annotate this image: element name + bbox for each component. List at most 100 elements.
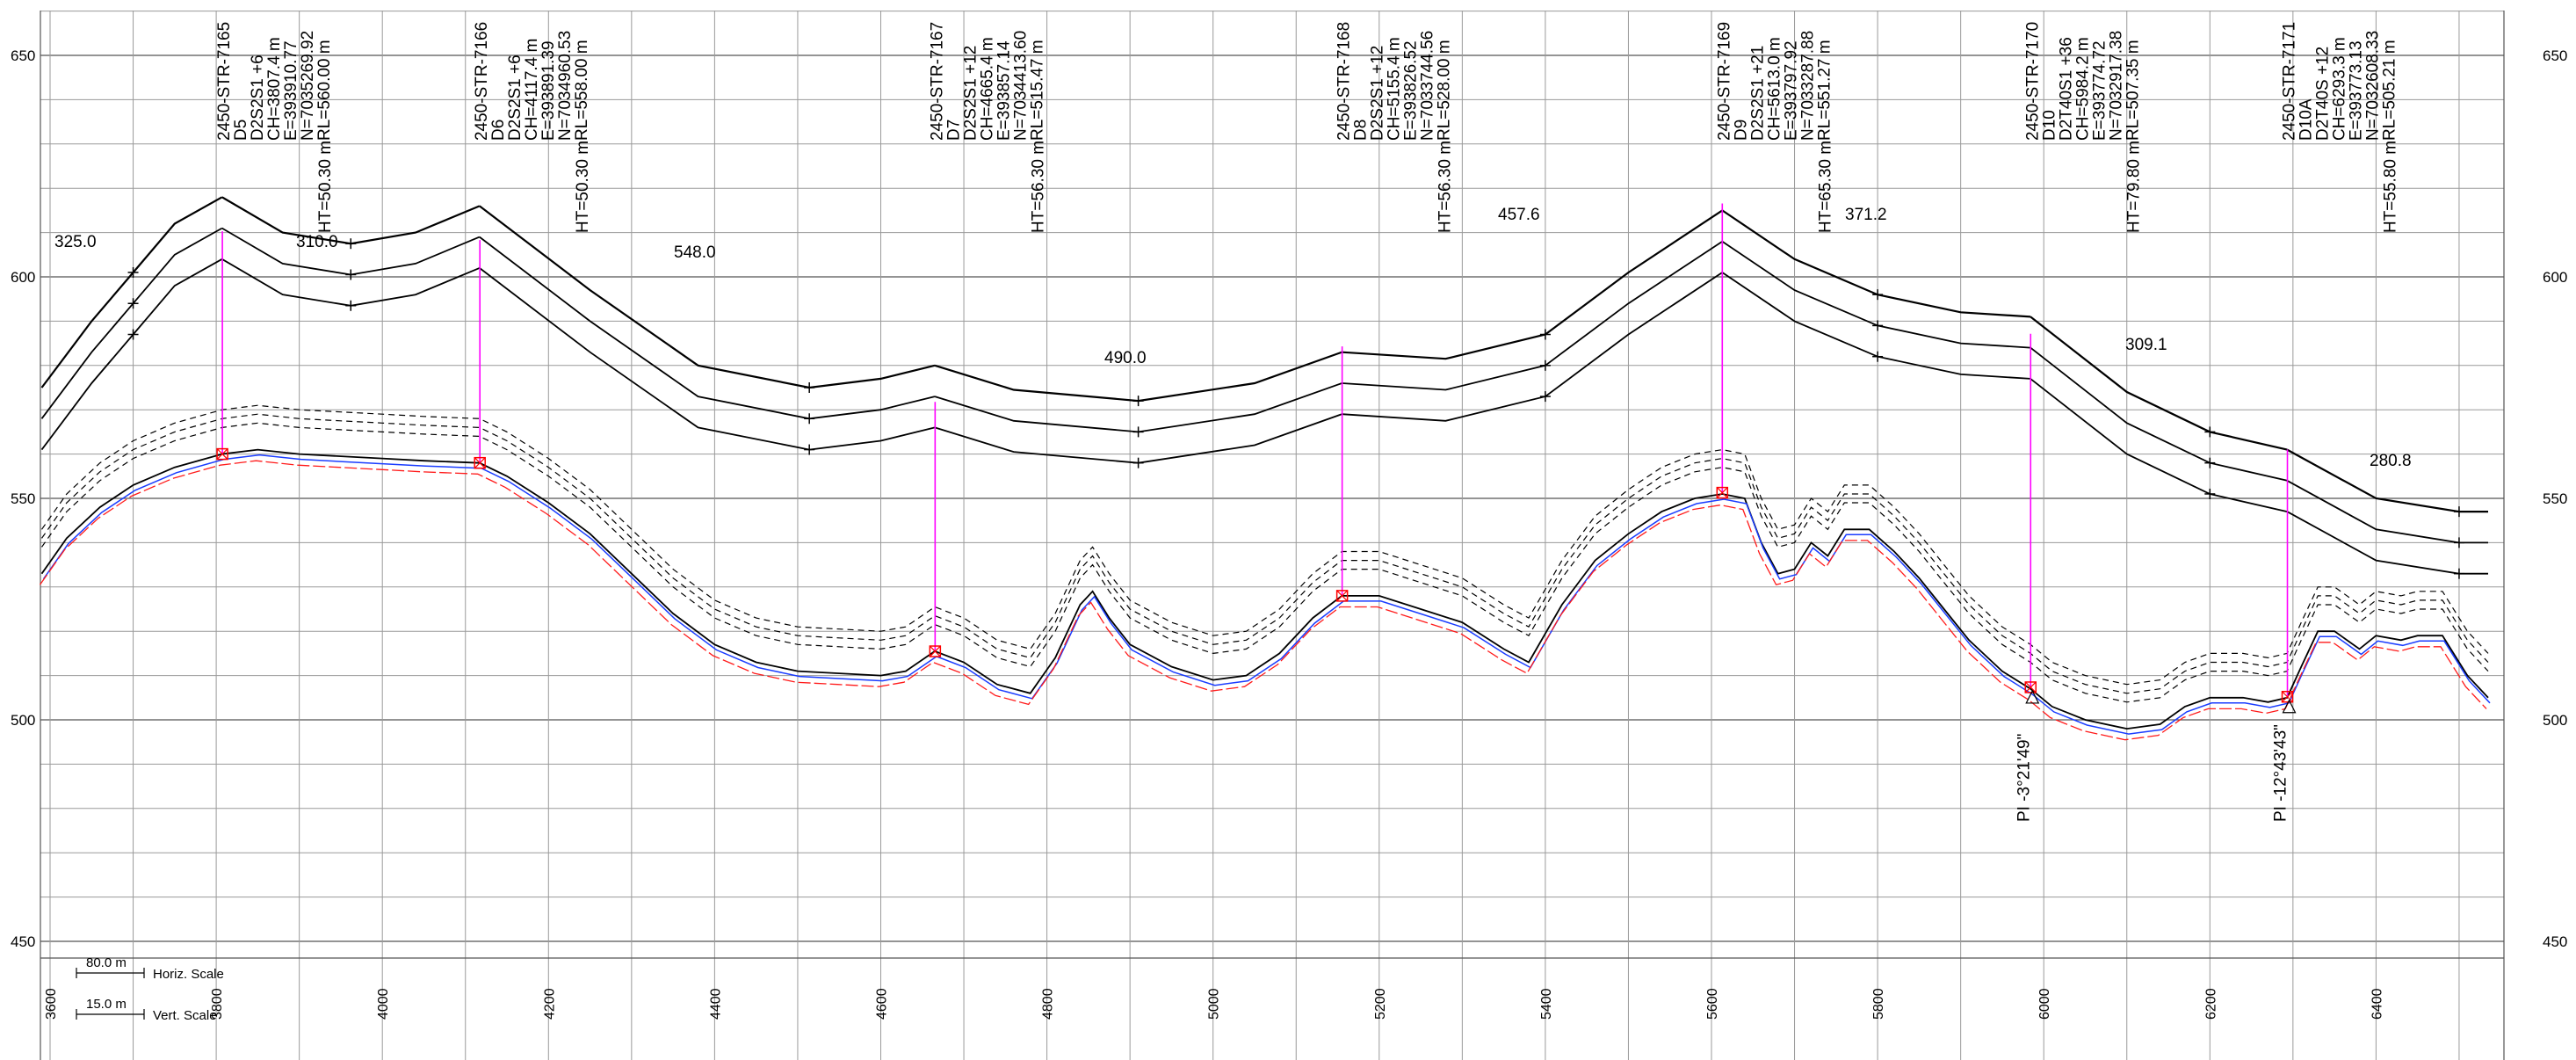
structure-annotation-line: D2S2S1 +21 xyxy=(1748,46,1767,141)
structure-base-marker xyxy=(1335,590,1349,602)
ground-right-offset-line xyxy=(39,460,2487,741)
chainage-label: 3600 xyxy=(44,988,59,1020)
structure-base-marker xyxy=(1716,486,1729,499)
chainage-label: 3800 xyxy=(210,988,225,1020)
elevation-label-left: 450 xyxy=(11,933,35,950)
conductor-wire xyxy=(2286,511,2488,575)
structure-annotation-line: N=7032608.33 xyxy=(2364,31,2383,141)
pi-triangle-marker xyxy=(2282,699,2297,714)
structure-height-label: HT=56.30 m xyxy=(1436,141,1455,233)
span-length-label: 309.1 xyxy=(2125,336,2167,354)
structure-annotation-line: N=7033744.56 xyxy=(1419,31,1437,141)
structure-annotation-line: E=393773.13 xyxy=(2348,40,2366,141)
structure-base-marker xyxy=(2024,681,2037,693)
structure-annotation-line: RL=505.21 m xyxy=(2381,40,2399,141)
conductor-wire xyxy=(2286,480,2488,544)
structure-annotation-line: CH=4117.4 m xyxy=(523,39,541,141)
conductor-wire xyxy=(2286,448,2488,513)
structure-base-marker xyxy=(216,447,228,461)
chainage-label: 5200 xyxy=(1373,988,1388,1020)
elevation-label-right: 500 xyxy=(2543,712,2567,729)
pi-triangle-marker xyxy=(2025,689,2040,704)
chainage-label: 6200 xyxy=(2203,988,2218,1020)
structure-annotation-line: CH=4665.4 m xyxy=(978,37,996,141)
conductor-wire xyxy=(2030,378,2288,512)
structure-annotation-line: D2S2S1 +6 xyxy=(249,54,267,141)
chainage-label: 5600 xyxy=(1705,988,1720,1020)
elevation-label-right: 650 xyxy=(2543,47,2567,64)
structure-annotation-line: 2450-STR-7166 xyxy=(473,22,491,141)
span-length-label: 310.0 xyxy=(296,233,338,251)
structure-annotation-line: E=393797.92 xyxy=(1782,40,1800,141)
structure-annotation-line: D2T40S +12 xyxy=(2314,47,2333,141)
conductor-wire xyxy=(479,267,936,451)
chainage-label: 4400 xyxy=(708,988,723,1020)
structure-annotation-line: CH=5984.2 m xyxy=(2073,37,2092,141)
structure-annotation-line: CH=6293.3 m xyxy=(2331,37,2349,141)
structure-annotation-line: CH=5613.0 m xyxy=(1765,37,1784,141)
structure-base-marker xyxy=(2281,690,2294,703)
structure-annotation-line: CH=3807.4 m xyxy=(265,37,284,141)
structure-height-label: HT=50.30 m xyxy=(316,141,335,233)
conductor-wire xyxy=(479,236,936,420)
structure-annotation-line: D2T40S1 +36 xyxy=(2057,37,2075,141)
ground-left-offset-line xyxy=(42,454,2491,735)
clearance-line xyxy=(41,404,2489,686)
chainage-label: 4000 xyxy=(376,988,391,1020)
structure-height-label: HT=56.30 m xyxy=(1029,141,1047,233)
pi-angle-label: PI -12°43'43" xyxy=(2272,724,2290,822)
horiz-scale-label: Horiz. Scale xyxy=(153,967,224,982)
chainage-label: 5000 xyxy=(1207,988,1222,1020)
structure-annotation-line: E=393826.52 xyxy=(1402,40,1421,141)
span-length-label: 280.8 xyxy=(2370,452,2412,470)
span-length-label: 371.2 xyxy=(1845,206,1887,224)
structure-annotation-line: D9 xyxy=(1732,120,1750,141)
structure-annotation-line: E=393910.77 xyxy=(282,40,300,141)
conductor-catenaries xyxy=(40,196,2488,579)
pi-angle-labels: PI -3°21'49" PI -12°43'43" xyxy=(2015,689,2297,822)
vert-scale-value: 15.0 m xyxy=(86,997,127,1012)
structure-annotation-line: E=393891.39 xyxy=(539,40,558,141)
structure-annotation-line: N=7033287.88 xyxy=(1798,31,1817,141)
structure-base-marker xyxy=(929,645,942,657)
chainage-label: 5800 xyxy=(1871,988,1886,1020)
structure-annotation-line: 2450-STR-7171 xyxy=(2281,22,2299,141)
structure-base-marker xyxy=(216,448,228,461)
structure-markers xyxy=(216,203,2294,703)
vert-scale-label: Vert. Scale xyxy=(153,1008,217,1023)
structure-annotation-line: CH=5155.4 m xyxy=(1386,37,1404,141)
structure-height-label: HT=65.30 m xyxy=(1816,141,1834,233)
structure-base-marker xyxy=(1716,487,1728,499)
chainage-axis-labels: 3600 3800 4000 4200 4400 4600 4800 5000 5200 5400… xyxy=(44,988,2384,1020)
structure-annotation-line: 2450-STR-7170 xyxy=(2023,22,2042,141)
elevation-label-left: 600 xyxy=(11,269,35,286)
span-length-label: 457.6 xyxy=(1498,206,1540,224)
elevation-axis-labels: 650 650 600 600 550 550 500 500 450 450 xyxy=(11,47,2567,950)
clearance-line xyxy=(41,422,2489,703)
conductor-wire xyxy=(2030,346,2288,482)
chainage-label: 4600 xyxy=(875,988,890,1020)
pi-angle-label: PI -3°21'49" xyxy=(2015,734,2033,822)
structure-annotation-line: 2450-STR-7168 xyxy=(1335,22,1354,141)
elevation-label-left: 550 xyxy=(11,490,35,507)
structure-annotation-line: 2450-STR-7165 xyxy=(215,22,234,141)
structure-height-label: HT=79.80 m xyxy=(2124,141,2143,233)
elevation-label-left: 650 xyxy=(11,47,35,64)
structure-annotation-line: RL=558.00 m xyxy=(573,40,591,141)
elevation-label-right: 450 xyxy=(2543,933,2567,950)
horiz-scale-value: 80.0 m xyxy=(86,955,127,970)
structure-annotation-line: D5 xyxy=(232,120,250,141)
chainage-label: 6000 xyxy=(2037,988,2052,1020)
elevation-label-left: 500 xyxy=(11,712,35,729)
structure-annotation-line: N=7034413.60 xyxy=(1011,31,1030,141)
chainage-label: 4200 xyxy=(542,988,557,1020)
structure-base-marker xyxy=(1336,590,1349,602)
span-length-labels: 325.0 310.0 548.0 490.0 457.6 371.2 309.1 280.8 xyxy=(54,206,2412,470)
scale-legend: 80.0 m Horiz. Scale 15.0 m Vert. Scale xyxy=(76,955,224,1023)
structure-annotation-line: RL=507.35 m xyxy=(2124,40,2142,141)
structure-annotation-line: RL=515.47 m xyxy=(1028,40,1046,141)
structure-annotation-line: E=393774.72 xyxy=(2090,40,2109,141)
